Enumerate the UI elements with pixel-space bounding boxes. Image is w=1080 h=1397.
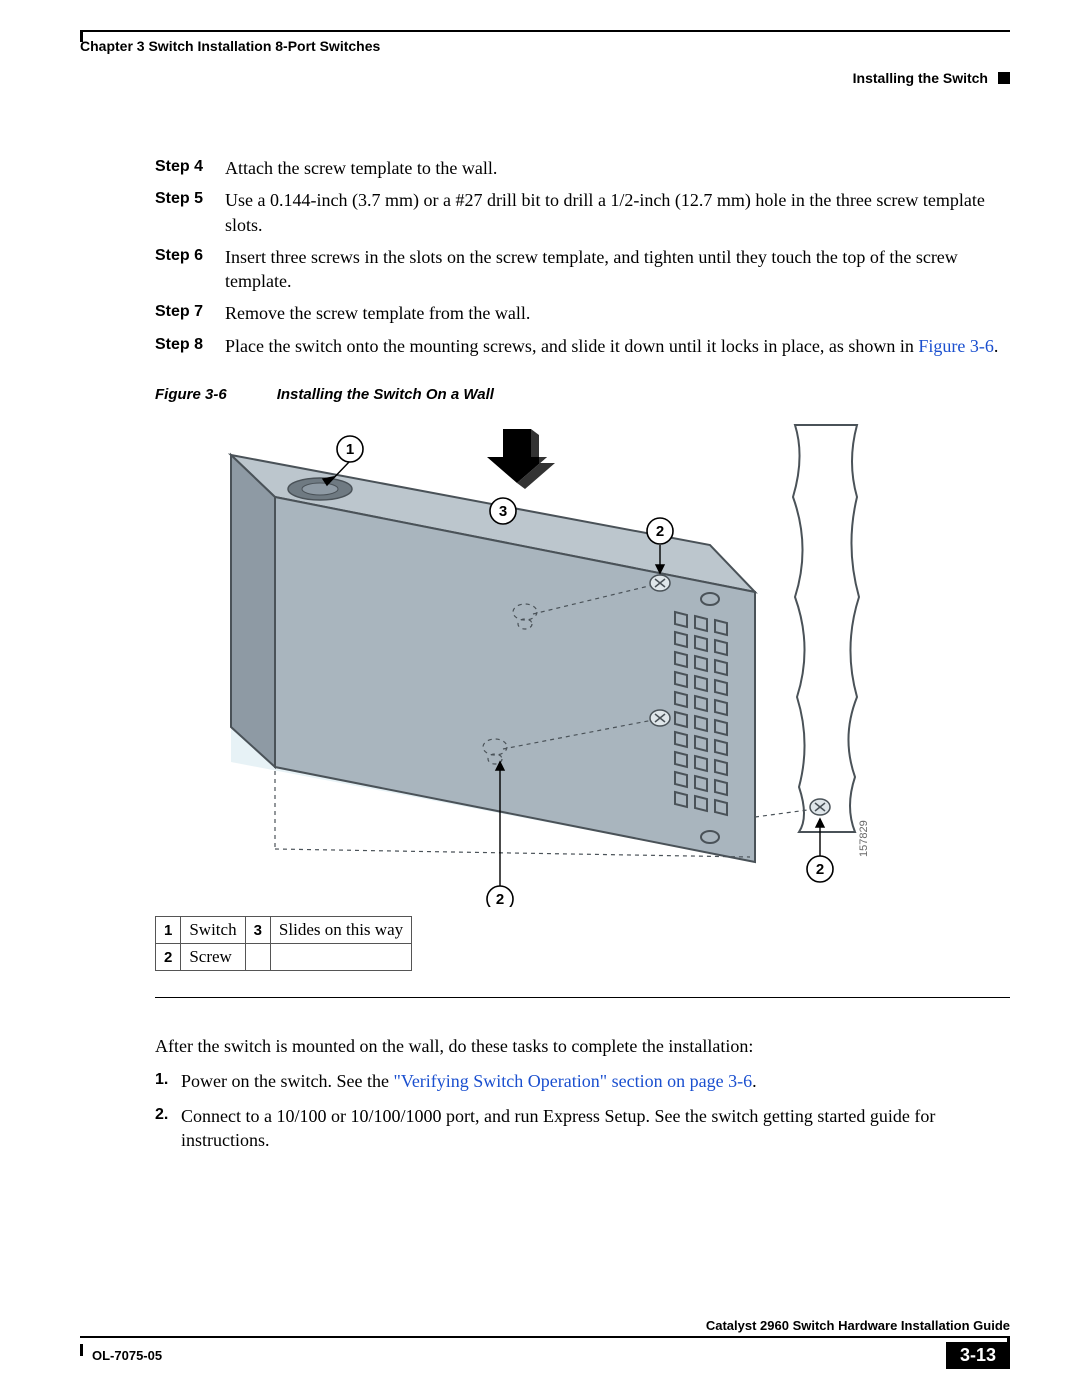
- step-row: Step 7 Remove the screw template from th…: [155, 301, 1010, 325]
- header-section-row: Installing the Switch: [80, 54, 1010, 86]
- step-text: Remove the screw template from the wall.: [225, 301, 1010, 325]
- step-row: Step 8 Place the switch onto the mountin…: [155, 334, 1010, 358]
- slide-arrow-icon: [487, 429, 555, 489]
- page-footer: Catalyst 2960 Switch Hardware Installati…: [80, 1336, 1010, 1369]
- footer-doc-number: OL-7075-05: [80, 1348, 162, 1363]
- legend-empty: [245, 944, 270, 971]
- section-divider: [155, 997, 1010, 998]
- legend-num: 1: [156, 917, 181, 944]
- callout-2b: 2: [496, 891, 504, 907]
- switch-left-face: [231, 455, 275, 767]
- legend-num: 3: [245, 917, 270, 944]
- legend-label: Screw: [181, 944, 245, 971]
- list-item: 1. Power on the switch. See the "Verifyi…: [155, 1069, 1010, 1093]
- step-text: Insert three screws in the slots on the …: [225, 245, 1010, 294]
- table-row: 2 Screw: [156, 944, 412, 971]
- step-text-pre: Place the switch onto the mounting screw…: [225, 336, 918, 356]
- legend-label: Switch: [181, 917, 245, 944]
- cross-reference-link[interactable]: "Verifying Switch Operation" section on …: [393, 1071, 752, 1091]
- page-number: 3-13: [946, 1342, 1010, 1369]
- figure-reference-link[interactable]: Figure 3-6: [918, 336, 994, 356]
- step-label: Step 6: [155, 245, 225, 294]
- list-num: 2.: [155, 1104, 181, 1153]
- list-text: Connect to a 10/100 or 10/100/1000 port,…: [181, 1104, 1010, 1153]
- figure-legend-table: 1 Switch 3 Slides on this way 2 Screw: [155, 916, 412, 971]
- figure-caption: Figure 3-6 Installing the Switch On a Wal…: [155, 386, 1010, 403]
- step-text-post: .: [994, 336, 999, 356]
- legend-num: 2: [156, 944, 181, 971]
- step-text: Place the switch onto the mounting screw…: [225, 334, 1010, 358]
- figure-diagram: 1 3 2 2 2 157829: [155, 417, 1010, 912]
- header-rule: [80, 30, 1010, 32]
- list-text: Power on the switch. See the "Verifying …: [181, 1069, 757, 1093]
- step-label: Step 8: [155, 334, 225, 358]
- legend-empty: [270, 944, 411, 971]
- switch-wall-diagram-svg: 1 3 2 2 2 157829: [155, 417, 875, 907]
- legend-label: Slides on this way: [270, 917, 411, 944]
- running-header: Chapter 3 Switch Installation 8-Port Swi…: [80, 38, 1010, 54]
- callout-2a: 2: [656, 523, 664, 540]
- header-section: Installing the Switch: [853, 70, 988, 86]
- wall-edge: [793, 425, 859, 832]
- footer-rule: [80, 1336, 1010, 1338]
- art-id: 157829: [858, 820, 870, 857]
- step-row: Step 5 Use a 0.144-inch (3.7 mm) or a #2…: [155, 188, 1010, 237]
- step-text: Use a 0.144-inch (3.7 mm) or a #27 drill…: [225, 188, 1010, 237]
- table-row: 1 Switch 3 Slides on this way: [156, 917, 412, 944]
- step-row: Step 6 Insert three screws in the slots …: [155, 245, 1010, 294]
- step-label: Step 4: [155, 156, 225, 180]
- step-text: Attach the screw template to the wall.: [225, 156, 1010, 180]
- header-marker-icon: [998, 72, 1010, 84]
- callout-1: 1: [346, 441, 354, 458]
- step-label: Step 7: [155, 301, 225, 325]
- step-row: Step 4 Attach the screw template to the …: [155, 156, 1010, 180]
- step-label: Step 5: [155, 188, 225, 237]
- post-intro: After the switch is mounted on the wall,…: [155, 1034, 1010, 1059]
- footer-guide-title: Catalyst 2960 Switch Hardware Installati…: [80, 1318, 1010, 1333]
- figure-number: Figure 3-6: [155, 386, 227, 403]
- list-item: 2. Connect to a 10/100 or 10/100/1000 po…: [155, 1104, 1010, 1153]
- top-connector-inner: [302, 483, 338, 495]
- list-num: 1.: [155, 1069, 181, 1093]
- figure-title: Installing the Switch On a Wall: [277, 386, 494, 403]
- header-chapter: Chapter 3 Switch Installation 8-Port Swi…: [80, 38, 380, 54]
- callout-2c: 2: [816, 861, 824, 878]
- callout-3: 3: [499, 503, 507, 520]
